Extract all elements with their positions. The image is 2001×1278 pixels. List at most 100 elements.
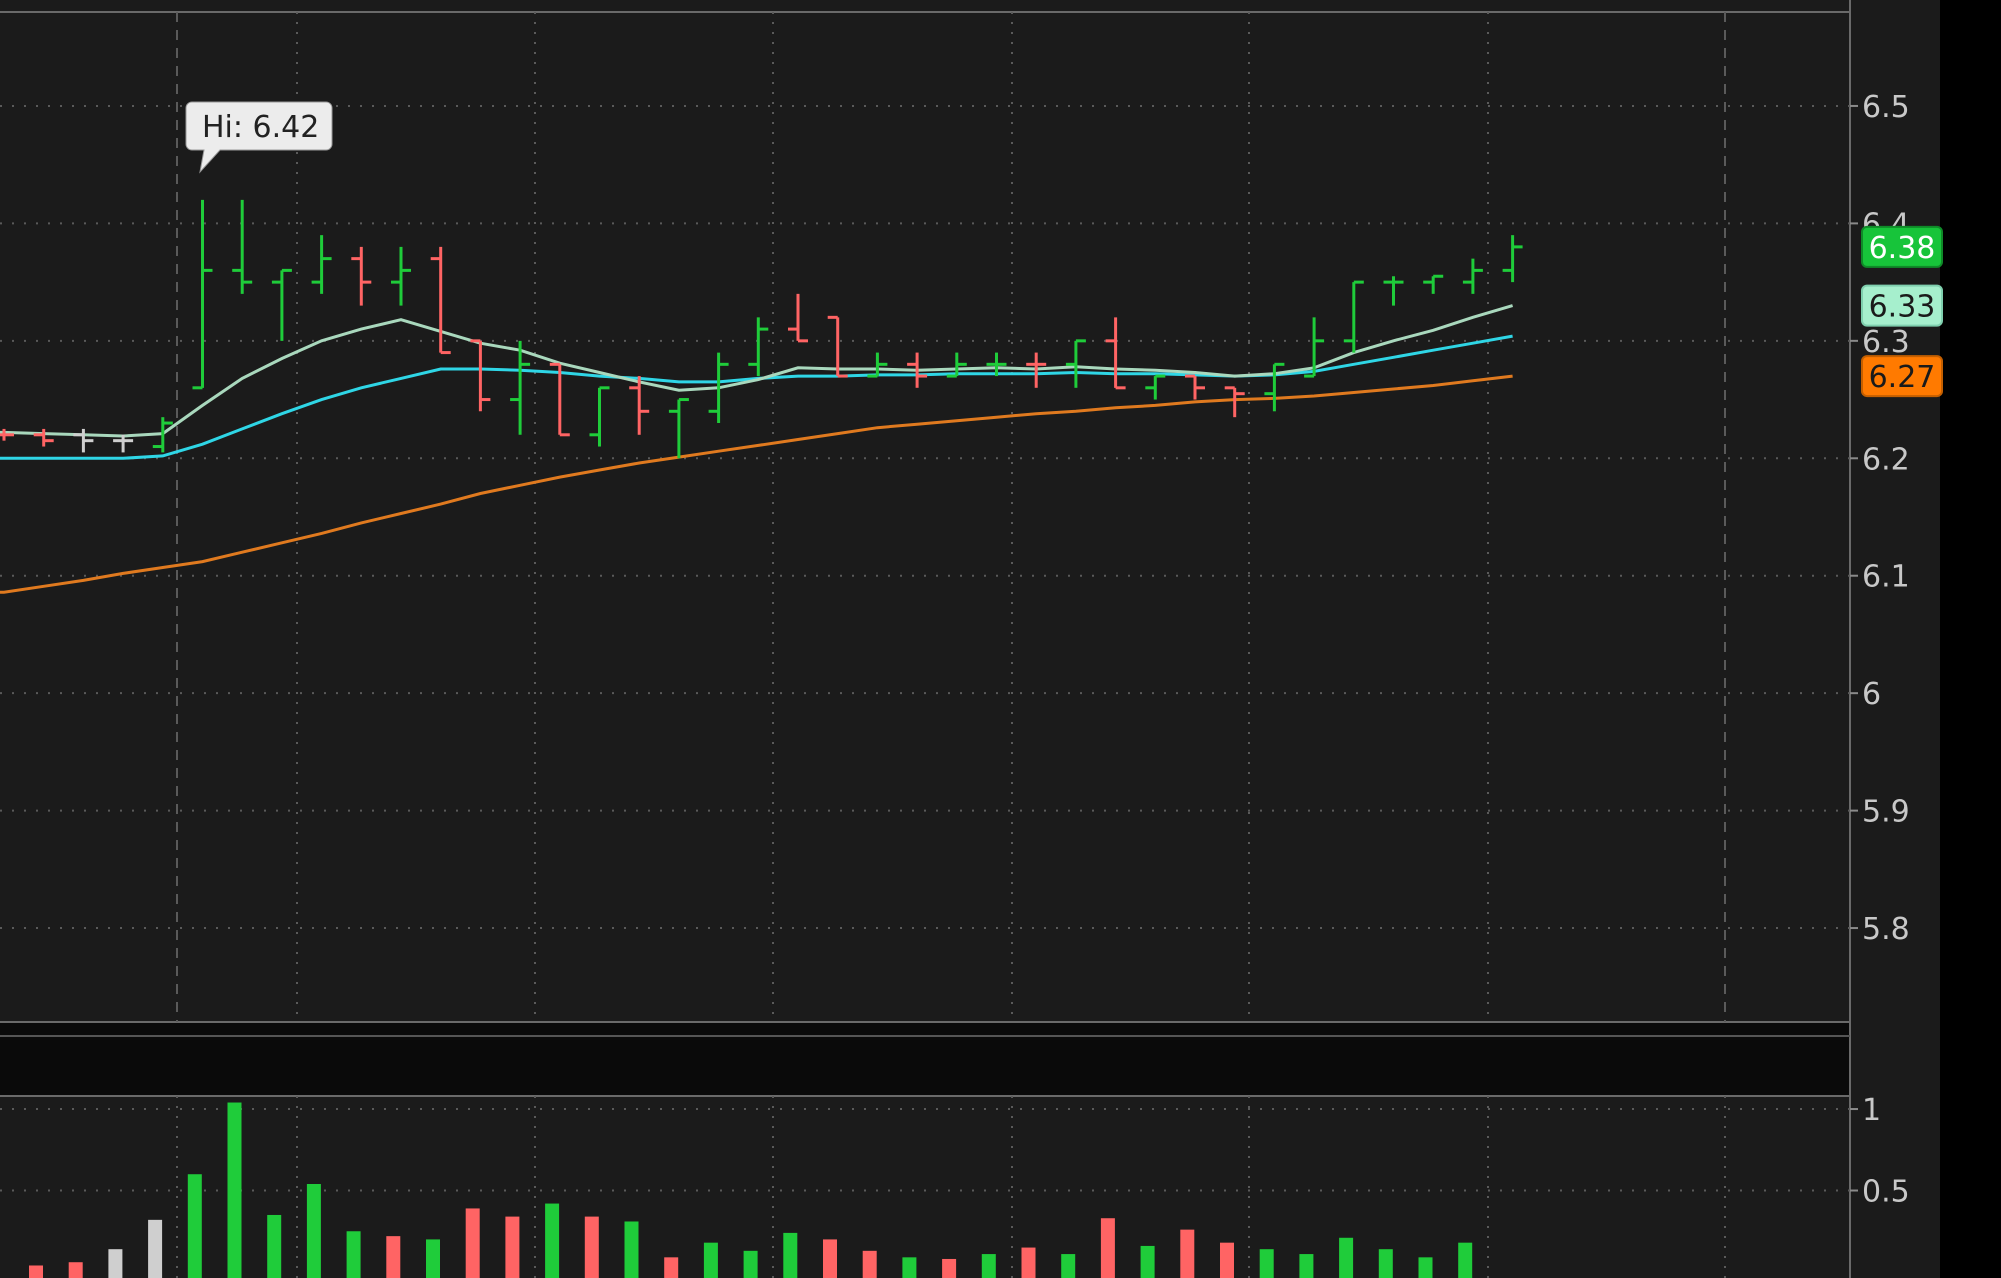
volume-bar [624,1221,639,1278]
ohlc-bar [1304,317,1325,378]
ohlc-bar [1065,339,1086,388]
volume-bar [1061,1254,1076,1278]
ohlc-bar [867,352,888,378]
ohlc-bar [748,317,769,377]
volume-bar [902,1257,917,1278]
moving-average-lines [0,304,1514,594]
badge-box [1861,225,1943,268]
volume-bar [306,1184,321,1278]
volume-bar [29,1265,43,1278]
price-tick-label: 6.5 [1862,90,1910,125]
ohlc-bar [1185,374,1205,400]
ohlc-bar [271,268,292,341]
volume-tick-label: 0.5 [1862,1175,1910,1210]
ohlc-bar [1145,374,1166,400]
volume-bar [862,1250,877,1278]
volume-bar [981,1254,996,1278]
volume-bar [1339,1237,1354,1278]
ohlc-bar [351,246,372,306]
ohlc-bar [311,235,332,294]
high-tooltip: Hi: 6.42 [185,101,333,174]
volume-bar [664,1257,679,1278]
volume-bar [1418,1257,1433,1278]
volume-bar [743,1250,758,1278]
grid-lines [0,0,1851,1278]
volume-bar [227,1102,242,1278]
ohlc-bar [827,315,848,378]
badge-box [1861,355,1943,398]
volume-tick-label: 1 [1862,1093,1881,1128]
ohlc-bar [152,417,173,453]
volume-bar [465,1208,480,1278]
ohlc-bars [0,199,1523,459]
volume-bar [68,1262,83,1278]
badge-box [1861,284,1943,327]
volume-axis: 10.5 [1850,1093,1910,1210]
ohlc-bar [907,352,928,388]
volume-bar [1259,1249,1274,1278]
price-tick-label: 6 [1862,677,1881,712]
ohlc-bar [430,246,451,355]
ohlc-bar [549,362,570,437]
ohlc-bar [113,434,134,453]
ohlc-bar [510,340,531,435]
price-badges: 6.38 6.33 6.27 [1861,225,1943,398]
far-right-strip [1940,0,2001,1278]
ohlc-bar [33,428,54,447]
ohlc-bar [1383,276,1404,306]
volume-bar [703,1242,718,1278]
ohlc-bar [1224,386,1245,418]
ema-fast-line [0,304,1514,438]
ohlc-bar [629,376,650,435]
price-tick-label: 5.9 [1862,795,1910,830]
ohlc-bar [986,352,1007,377]
ohlc-bar [589,386,610,447]
price-tick-label: 6.2 [1862,442,1910,477]
ohlc-bar [0,428,14,441]
badge-label: 6.33 [1869,290,1936,325]
volume-bar [346,1231,361,1278]
ohlc-bar [1423,274,1444,294]
tooltip-bubble [185,101,333,174]
panel-separator [0,1022,1850,1096]
ohlc-bar [73,428,94,453]
ema-slow-line [0,374,1513,594]
volume-bar [545,1203,560,1278]
price-tick-label: 6.3 [1862,325,1910,360]
ohlc-bar [708,352,729,424]
volume-bar [426,1239,440,1278]
ohlc-bar [1026,352,1047,388]
ohlc-bar [1343,280,1364,353]
tooltip-text: Hi: 6.42 [202,110,319,145]
badge-label: 6.38 [1869,231,1936,266]
volume-bar [1299,1254,1314,1278]
price-badge-slow: 6.27 [1861,355,1943,398]
ohlc-bar [946,352,967,378]
ohlc-bar [1264,362,1285,412]
price-badge-last: 6.38 [1861,225,1943,268]
ohlc-bar [192,199,213,390]
ohlc-bar [1105,317,1126,390]
volume-bar [386,1236,401,1278]
volume-bar [1378,1249,1393,1278]
volume-bar [1100,1218,1115,1278]
volume-bar [823,1239,837,1278]
volume-bar [584,1216,599,1278]
volume-bar [267,1214,282,1278]
ohlc-bar [788,293,808,343]
volume-bar [783,1232,798,1278]
price-panel-background [0,0,1850,1022]
volume-bar [505,1216,520,1278]
ohlc-bar [232,199,253,294]
volume-bar [942,1258,957,1278]
price-badge-fast: 6.33 [1861,284,1943,327]
ohlc-bar [470,339,491,412]
volume-bar [1140,1245,1155,1278]
volume-bar [1021,1247,1036,1278]
volume-bar [148,1219,163,1278]
volume-bar [108,1249,123,1278]
volume-bar [1180,1229,1195,1278]
volume-bar [1220,1242,1234,1278]
volume-bar [187,1174,202,1278]
